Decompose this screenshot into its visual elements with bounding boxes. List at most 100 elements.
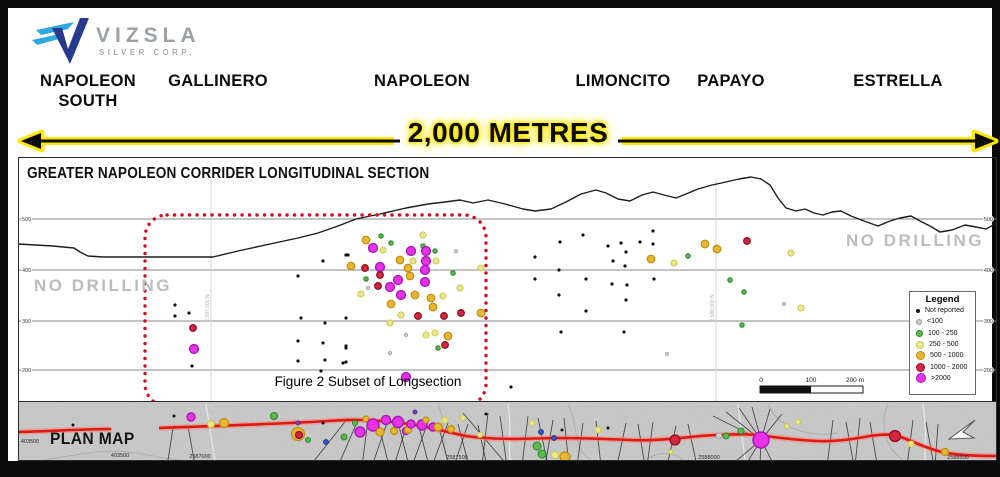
zone-label-1: GALLINERO <box>168 72 268 90</box>
drill-intercept-point <box>384 281 396 293</box>
drill-intercept-point <box>638 240 642 244</box>
drill-intercept-point <box>397 311 405 319</box>
plan-coordinate-label: 403500 <box>20 439 40 445</box>
legend-label: 1000 - 2000 <box>930 363 968 371</box>
legend-dot-500_1000 <box>916 351 925 361</box>
drill-intercept-point <box>623 264 627 268</box>
drill-intercept-point <box>477 264 485 272</box>
drill-intercept-point <box>386 319 394 327</box>
drill-trace-line <box>313 417 349 461</box>
drill-intercept-point <box>386 299 396 309</box>
drill-intercept-point <box>344 360 348 364</box>
drill-intercept-point <box>422 331 430 339</box>
longitudinal-section-plot: 500 500 400 400 300 300 200 200 2,587,000 N 2,588… <box>18 176 997 402</box>
plan-drill-point <box>752 431 770 449</box>
scalebar-tick-label: 0 <box>759 377 763 384</box>
drill-intercept-point <box>624 298 628 302</box>
plan-drill-point <box>537 449 547 459</box>
plan-drill-point <box>351 419 359 427</box>
plan-drill-point <box>794 418 802 426</box>
drill-intercept-point <box>319 369 323 373</box>
drill-intercept-point <box>323 321 327 325</box>
drill-intercept-point <box>443 331 453 341</box>
legend-label: 100 - 250 <box>928 329 958 337</box>
scalebar-tick-label: 100 <box>806 377 817 384</box>
drill-intercept-point <box>400 371 412 383</box>
legend-row: 500 - 1000 <box>910 350 975 361</box>
drill-intercept-point <box>173 314 177 318</box>
plan-drill-point <box>391 415 405 429</box>
zone-label-0: NAPOLEON SOUTH <box>40 72 136 110</box>
legend-title: Legend <box>925 294 960 305</box>
drill-intercept-point <box>404 333 408 337</box>
drill-trace-line <box>934 423 939 461</box>
plan-drill-point <box>446 424 456 434</box>
plan-drill-point <box>441 416 449 424</box>
drill-trace-line <box>187 425 195 461</box>
no-drilling-label-right: NO DRILLING <box>846 231 984 250</box>
plan-drill-point <box>606 426 610 430</box>
plan-drill-point <box>907 440 915 448</box>
plan-contour-line <box>767 403 839 435</box>
legend: Legend Not reported <100 100 - 250 250 - 50… <box>909 291 976 395</box>
drill-intercept-point <box>646 254 656 264</box>
vein-trace-line <box>18 427 112 434</box>
plan-drill-point <box>737 427 745 435</box>
zone-label-3: LIMONCITO <box>575 72 671 90</box>
drill-intercept-point <box>388 240 394 246</box>
drill-intercept-point <box>344 344 348 348</box>
legend-label: >2000 <box>931 374 951 382</box>
drill-intercept-point <box>403 263 413 273</box>
drill-intercept-point <box>296 274 300 278</box>
drill-intercept-point <box>454 249 458 253</box>
plan-drill-point <box>304 436 312 444</box>
plan-drill-point <box>172 414 176 418</box>
drill-intercept-point <box>625 283 629 287</box>
plan-road-line <box>507 403 512 461</box>
drill-intercept-point <box>188 343 200 355</box>
legend-dot-100_250 <box>916 329 923 337</box>
drill-trace-line <box>845 421 854 461</box>
plan-contour-line <box>647 453 684 461</box>
drill-intercept-point <box>296 339 300 343</box>
drill-intercept-point <box>557 293 561 297</box>
legend-row: Not reported <box>910 305 975 316</box>
plan-drill-point <box>594 426 602 434</box>
drill-intercept-point <box>187 311 191 315</box>
drill-intercept-point <box>432 248 438 254</box>
drill-trace-line <box>637 423 645 461</box>
plan-coordinate-label: 2588000 <box>698 455 720 461</box>
drill-trace-line <box>522 415 529 461</box>
drill-intercept-point <box>321 341 325 345</box>
legend-row: 100 - 250 <box>910 328 975 339</box>
drill-intercept-point <box>173 303 177 307</box>
drill-intercept-point <box>652 277 656 281</box>
plan-drill-point <box>550 450 560 460</box>
drill-trace-line <box>457 423 469 461</box>
plan-drill-point <box>722 432 730 440</box>
no-drilling-label-left: NO DRILLING <box>34 276 172 295</box>
easting-gridline-label: 2,588,000 N <box>710 294 716 322</box>
plan-drill-point <box>380 414 392 426</box>
drill-trace-line <box>455 423 469 461</box>
drill-intercept-point <box>405 245 417 257</box>
plan-drill-point <box>295 420 301 426</box>
plan-drill-point <box>668 449 674 455</box>
drill-intercept-point <box>558 240 562 244</box>
vizsla-logo-icon <box>32 18 89 64</box>
legend-row: <100 <box>910 316 975 327</box>
plan-drill-point <box>321 421 325 425</box>
drill-intercept-point <box>395 289 407 301</box>
logo-company-name: VIZSLA <box>96 24 201 47</box>
plan-drill-point <box>366 418 380 432</box>
drill-intercept-point <box>378 233 384 239</box>
plan-map-strip <box>18 402 997 461</box>
elevation-tick-label: 500 <box>984 217 993 223</box>
plan-drill-point <box>551 435 557 441</box>
figure-background: VIZSLA SILVER CORP. NAPOLEON SOUTH GALLIN… <box>8 8 999 461</box>
scalebar-tick-label: 200 m <box>846 377 864 384</box>
drill-intercept-point <box>405 271 415 281</box>
drill-intercept-point <box>441 341 449 349</box>
legend-row: 250 - 500 <box>910 339 975 350</box>
plan-coordinate-label: 2587500 <box>446 455 468 461</box>
